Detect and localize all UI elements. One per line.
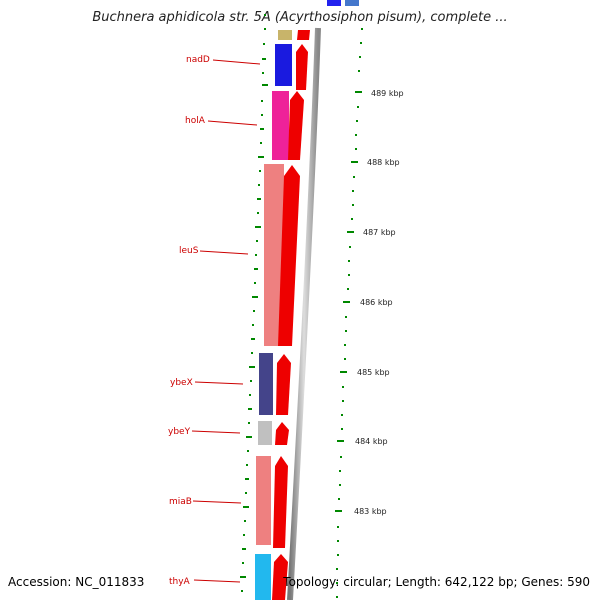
gene-label-leuS[interactable]: leuS — [179, 246, 199, 256]
gene-label-miaB[interactable]: miaB — [169, 497, 192, 507]
map-title: Buchnera aphidicola str. 5A (Acyrthosiph… — [92, 10, 508, 25]
gene-label-nadD[interactable]: nadD — [186, 55, 210, 65]
outer-tick-marks — [335, 28, 363, 598]
strand-arrow-ybeY — [275, 422, 289, 445]
partial-gene-top-right — [297, 30, 310, 40]
gene-feature-ybeX[interactable] — [259, 353, 273, 415]
gene-label-ybeX[interactable]: ybeX — [170, 378, 193, 388]
inner-tick-marks — [240, 14, 268, 592]
strand-arrow-thyA — [272, 554, 288, 600]
strand-arrow-miaB — [273, 456, 288, 548]
gene-feature-leuS[interactable] — [264, 164, 284, 346]
genome-summary: Topology: circular; Length: 642,122 bp; … — [283, 575, 590, 589]
partial-gene-outer-2 — [345, 0, 359, 6]
gene-label-lines — [191, 59, 261, 583]
gene-label-ybeY[interactable]: ybeY — [168, 427, 191, 437]
gene-feature-miaB[interactable] — [256, 456, 271, 545]
genome-backbone — [287, 27, 321, 600]
gene-label-thyA[interactable]: thyA — [169, 577, 191, 587]
strand-arrow-holA — [288, 91, 304, 160]
strand-arrow-ybeX — [276, 354, 291, 415]
strand-arrow-leuS — [278, 165, 300, 346]
strand-arrow-nadD — [296, 44, 308, 90]
kbp-label-484: 484 kbp — [355, 437, 388, 446]
gene-label-holA[interactable]: holA — [185, 116, 206, 126]
gene-feature-thyA[interactable] — [255, 554, 271, 600]
gene-feature-holA[interactable] — [272, 91, 289, 160]
gene-feature-ybeY[interactable] — [258, 421, 272, 445]
partial-gene-outer-1 — [327, 0, 341, 6]
kbp-label-483: 483 kbp — [354, 507, 387, 516]
kbp-label-488: 488 kbp — [367, 158, 400, 167]
partial-gene-top-left — [278, 30, 292, 40]
kbp-label-485: 485 kbp — [357, 368, 390, 377]
kbp-label-486: 486 kbp — [360, 298, 393, 307]
accession-label: Accession: NC_011833 — [8, 575, 145, 589]
kbp-label-489: 489 kbp — [371, 89, 404, 98]
kbp-label-487: 487 kbp — [363, 228, 396, 237]
gene-feature-nadD[interactable] — [275, 44, 292, 86]
